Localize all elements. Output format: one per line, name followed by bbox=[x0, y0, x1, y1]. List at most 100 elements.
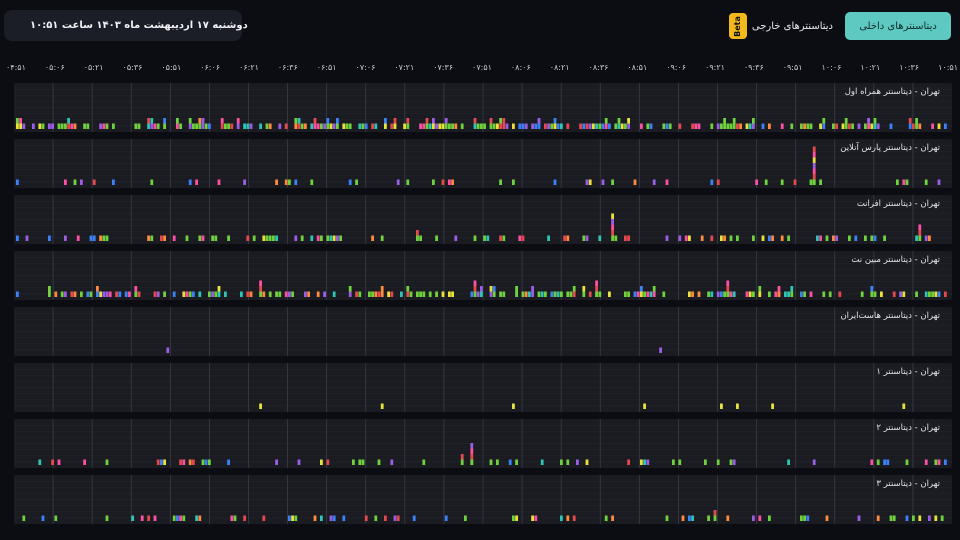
status-cell bbox=[204, 459, 208, 465]
status-cell bbox=[220, 123, 224, 129]
status-cell bbox=[22, 123, 26, 129]
status-cell bbox=[723, 118, 726, 124]
status-cell bbox=[473, 118, 477, 124]
datacenter-panel[interactable]: تهران - دیتاسنتر پارس آنلاین bbox=[14, 139, 952, 188]
status-cell bbox=[800, 515, 803, 521]
datacenter-panel[interactable]: تهران - دیتاسنتر ۳ bbox=[14, 475, 952, 524]
status-cell bbox=[483, 123, 486, 129]
date-display[interactable]: دوشنبه ۱۷ اردیبهشت ماه ۱۴۰۳ ساعت ۱۰:۵۱ bbox=[4, 10, 248, 41]
status-cell bbox=[489, 459, 493, 465]
status-cell bbox=[918, 230, 922, 236]
status-cell bbox=[627, 291, 630, 297]
status-cell bbox=[905, 515, 909, 521]
status-cell bbox=[137, 291, 141, 297]
status-cell bbox=[432, 179, 435, 185]
status-cell bbox=[576, 459, 579, 465]
status-cell bbox=[793, 179, 797, 185]
time-tick-label: ۰۶:۲۱ bbox=[239, 63, 259, 72]
status-cell bbox=[720, 123, 723, 129]
status-cell bbox=[102, 123, 106, 129]
status-cell bbox=[188, 118, 192, 124]
status-cell bbox=[691, 291, 694, 297]
status-cell bbox=[844, 118, 848, 124]
status-cell bbox=[425, 123, 429, 129]
status-cell bbox=[329, 123, 333, 129]
time-axis: ۰۴:۵۱ ۰۵:۰۶ ۰۵:۲۱ ۰۵:۳۶ ۰۵:۵۱ ۰۶:۰۶ ۰۶:۲۱ ۰۶:۳۶… bbox=[0, 63, 960, 77]
heatmap-chart bbox=[14, 83, 952, 132]
status-cell bbox=[358, 123, 362, 129]
status-cell bbox=[19, 123, 22, 129]
time-tick-label: ۰۹:۵۱ bbox=[782, 63, 803, 72]
status-cell bbox=[32, 123, 35, 129]
status-cell bbox=[211, 291, 214, 297]
status-cell bbox=[928, 291, 931, 297]
tab-internal-datacenters[interactable]: دیتاسنترهای داخلی bbox=[845, 12, 951, 40]
status-cell bbox=[764, 179, 768, 185]
status-cell bbox=[931, 123, 934, 129]
status-cell bbox=[716, 291, 720, 297]
datacenter-panel[interactable]: تهران - دیتاسنتر افرانت bbox=[14, 195, 952, 244]
status-cell bbox=[777, 291, 781, 297]
datacenter-panel[interactable]: تهران - دیتاسنتر مبین نت bbox=[14, 251, 952, 300]
status-cell bbox=[582, 286, 586, 292]
status-cell bbox=[361, 123, 365, 129]
datacenter-panel[interactable]: تهران - دیتاسنتر هاست‌ایران bbox=[14, 307, 952, 356]
status-cell bbox=[176, 123, 179, 129]
status-cell bbox=[572, 291, 576, 297]
status-cell bbox=[419, 235, 422, 241]
tab-external-datacenters[interactable]: دیتاسنترهای خارجی bbox=[751, 20, 833, 32]
status-cell bbox=[611, 179, 614, 185]
status-cell bbox=[428, 291, 432, 297]
status-cell bbox=[156, 459, 160, 465]
status-cell bbox=[819, 179, 822, 185]
status-cell bbox=[665, 515, 669, 521]
time-tick-label: ۰۷:۰۶ bbox=[355, 63, 376, 72]
status-cell bbox=[665, 123, 669, 129]
status-cell bbox=[553, 179, 557, 185]
status-cell bbox=[502, 235, 506, 241]
status-cell bbox=[192, 123, 195, 129]
status-cell bbox=[582, 123, 586, 129]
status-cell bbox=[236, 123, 240, 129]
status-cell bbox=[332, 291, 336, 297]
status-cell bbox=[515, 291, 518, 297]
status-cell bbox=[857, 515, 861, 521]
status-cell bbox=[592, 123, 595, 129]
status-cell bbox=[310, 123, 314, 129]
status-cell bbox=[179, 459, 182, 465]
heatmap-chart bbox=[14, 307, 952, 356]
status-cell bbox=[870, 459, 874, 465]
status-cell bbox=[304, 123, 307, 129]
status-cell bbox=[262, 291, 266, 297]
status-cell bbox=[499, 179, 502, 185]
status-cell bbox=[451, 123, 454, 129]
heatmap-chart bbox=[14, 475, 952, 524]
status-cell bbox=[348, 123, 352, 129]
status-cell bbox=[86, 291, 90, 297]
status-cell bbox=[390, 291, 394, 297]
status-cell bbox=[89, 291, 93, 297]
status-cell bbox=[553, 123, 557, 129]
status-cell bbox=[412, 515, 416, 521]
status-cell bbox=[812, 152, 816, 158]
status-cell bbox=[48, 235, 51, 241]
datacenter-panel[interactable]: تهران - دیتاسنتر ۱ bbox=[14, 363, 952, 412]
status-cell bbox=[147, 235, 150, 241]
status-cell bbox=[204, 123, 208, 129]
status-cell bbox=[230, 515, 234, 521]
status-cell bbox=[134, 291, 138, 297]
status-cell bbox=[640, 291, 643, 297]
status-cell bbox=[329, 235, 333, 241]
status-cell bbox=[41, 515, 45, 521]
status-cell bbox=[707, 291, 710, 297]
status-cell bbox=[105, 123, 109, 129]
status-cell bbox=[473, 235, 477, 241]
status-cell bbox=[150, 235, 154, 241]
datacenter-panel[interactable]: تهران - دیتاسنتر همراه اول bbox=[14, 83, 952, 132]
status-cell bbox=[937, 123, 941, 129]
status-cell bbox=[723, 291, 726, 297]
status-cell bbox=[275, 459, 278, 465]
status-cell bbox=[486, 235, 490, 241]
datacenter-panel[interactable]: تهران - دیتاسنتر ۲ bbox=[14, 419, 952, 468]
status-cell bbox=[867, 118, 870, 124]
